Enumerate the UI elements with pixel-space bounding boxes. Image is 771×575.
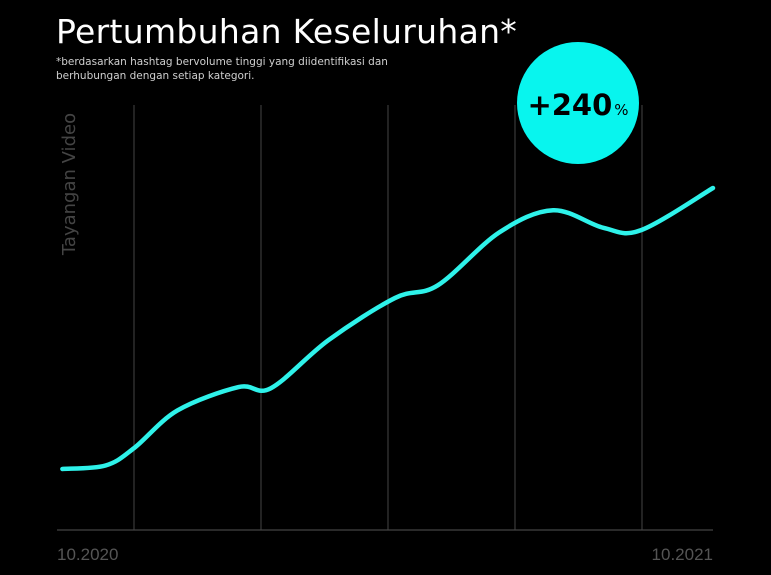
growth-badge-text: +240% bbox=[527, 88, 628, 122]
growth-badge bbox=[517, 42, 639, 164]
gridlines bbox=[133, 105, 643, 530]
growth-badge-unit: % bbox=[614, 101, 628, 119]
x-tick-label-end: 10.2021 bbox=[652, 545, 713, 564]
growth-badge-value: +240 bbox=[527, 88, 612, 122]
x-tick-label-start: 10.2020 bbox=[57, 545, 118, 564]
chart-subtitle: *berdasarkan hashtag bervolume tinggi ya… bbox=[56, 56, 388, 82]
data-points bbox=[62, 187, 714, 470]
chart-title: Pertumbuhan Keseluruhan* bbox=[56, 12, 518, 51]
y-axis-label: Tayangan Video bbox=[59, 113, 80, 256]
